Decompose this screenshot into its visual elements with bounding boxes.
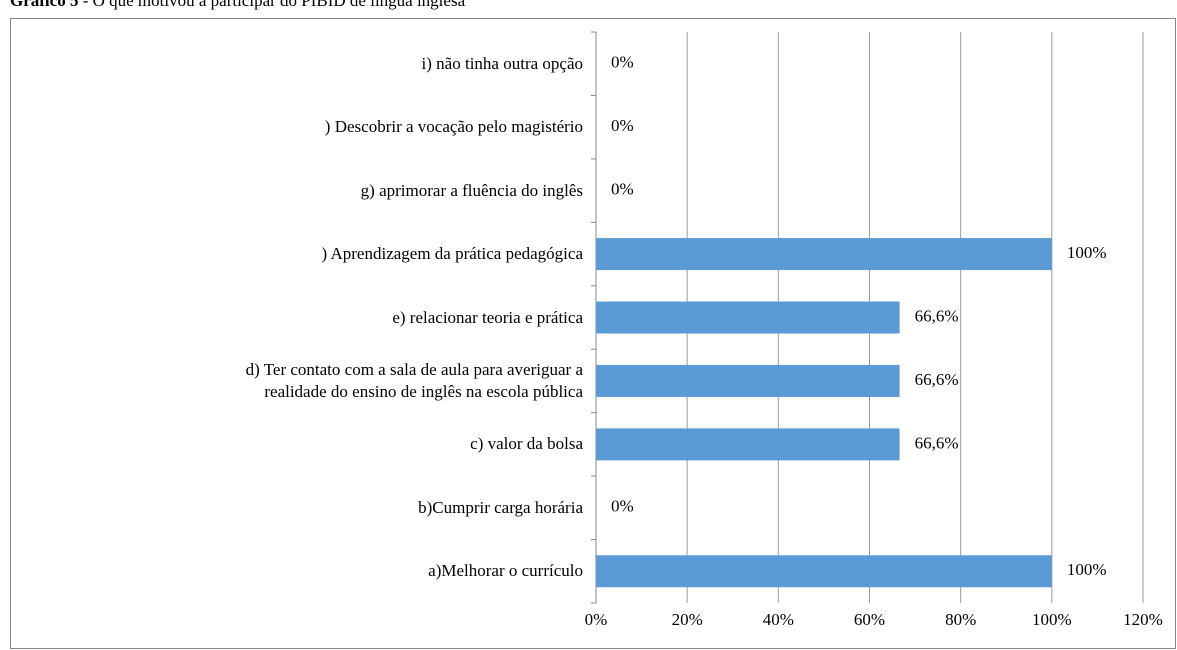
y-tick-label: g) aprimorar a fluência do inglês: [360, 180, 583, 200]
bar: [596, 364, 900, 397]
data-label: 0%: [611, 497, 634, 516]
x-tick-label: 80%: [945, 610, 976, 629]
data-label: 66,6%: [915, 370, 959, 389]
x-tick-label: 120%: [1123, 610, 1163, 629]
data-label: 100%: [1067, 560, 1107, 579]
data-label: 0%: [611, 53, 634, 72]
y-tick-label: ) Aprendizagem da prática pedagógica: [321, 244, 583, 264]
title-row: Gráfico 5 - O que motivou a participar d…: [10, 0, 465, 11]
y-tick-label: ) Descobrir a vocação pelo magistério: [324, 117, 583, 137]
y-tick-label: e) relacionar teoria e prática: [392, 307, 583, 327]
chart-title: - O que motivou a participar do PIBID de…: [82, 0, 466, 10]
x-tick-label: 40%: [763, 610, 794, 629]
chart-frame: [10, 18, 1176, 649]
y-tick-label: a)Melhorar o currículo: [428, 561, 583, 581]
bar: [596, 555, 1052, 588]
bar: [596, 238, 1052, 271]
bar: [596, 301, 900, 334]
y-tick-label: i) não tinha outra opção: [421, 53, 583, 73]
data-label: 0%: [611, 180, 634, 199]
y-tick-label: d) Ter contato com a sala de aula para a…: [245, 359, 583, 401]
x-tick-label: 0%: [585, 610, 608, 629]
data-label: 66,6%: [915, 433, 959, 452]
data-label: 100%: [1067, 243, 1107, 262]
x-tick-label: 20%: [672, 610, 703, 629]
x-tick-label: 100%: [1032, 610, 1072, 629]
y-tick-label: b)Cumprir carga horária: [418, 497, 583, 517]
x-tick-label: 60%: [854, 610, 885, 629]
bar: [596, 428, 900, 461]
figure-label: Gráfico 5: [10, 0, 79, 10]
data-label: 66,6%: [915, 306, 959, 325]
y-tick-label: c) valor da bolsa: [470, 434, 583, 454]
data-label: 0%: [611, 116, 634, 135]
